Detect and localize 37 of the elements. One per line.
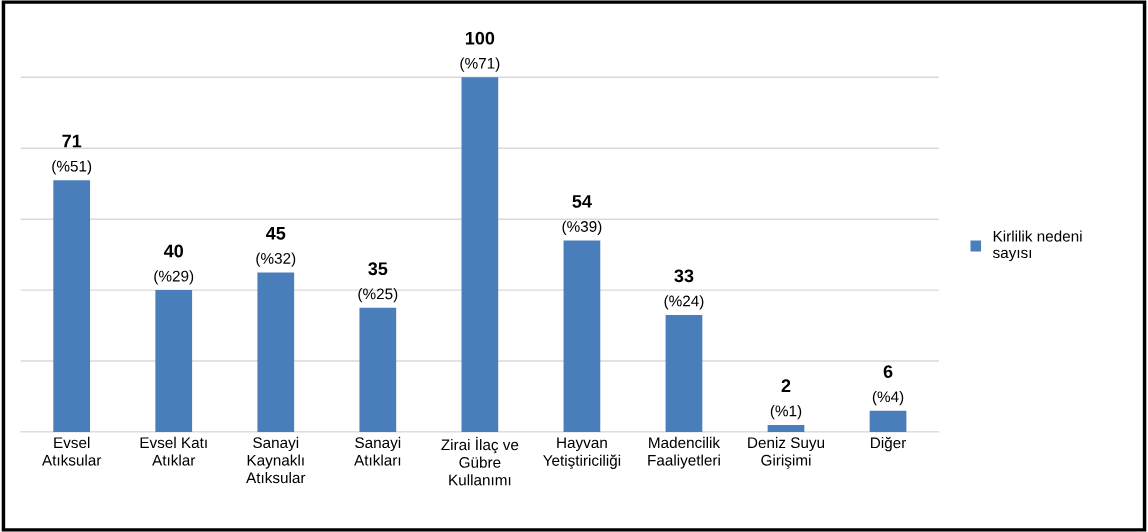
x-tick-label: Evsel Katı Atıklar — [140, 436, 207, 466]
bar — [767, 424, 805, 432]
annotation: (%1) — [770, 405, 802, 420]
data-label: 40 — [163, 244, 184, 258]
annotation: (%24) — [664, 295, 704, 310]
x-tick-label: Diğer — [871, 436, 907, 452]
bar — [665, 314, 703, 432]
x-tick-label: Evsel Atıksular — [42, 436, 102, 466]
data-label: 54 — [572, 195, 592, 208]
x-tick-label: Sanayi Atıkları — [354, 436, 401, 466]
data-label: 100 — [465, 31, 495, 45]
bar — [869, 410, 907, 432]
bar — [257, 272, 295, 432]
data-label: 45 — [266, 227, 286, 240]
annotation: (%51) — [52, 160, 92, 175]
data-label: 6 — [883, 365, 893, 378]
x-tick-label: Madencilik Faaliyetleri — [648, 436, 721, 469]
annotation: (%32) — [256, 252, 296, 267]
data-label: 2 — [781, 379, 791, 392]
data-label: 35 — [368, 262, 388, 276]
legend-label: Kirlilik nedeni sayısı — [993, 230, 1082, 262]
x-tick-label: Zirai İlaç ve Gübre Kullanımı — [441, 436, 519, 486]
bar — [53, 180, 91, 432]
bar — [563, 240, 601, 432]
data-label: 33 — [674, 269, 694, 283]
annotation: (%39) — [562, 220, 602, 235]
bar — [461, 77, 499, 432]
bar — [155, 290, 193, 432]
annotation: (%29) — [154, 270, 194, 285]
annotation: (%25) — [358, 288, 398, 303]
annotation: (%71) — [460, 57, 500, 72]
x-tick-label: Sanayi Kaynaklı Atıksular — [246, 436, 306, 484]
x-tick-label: Deniz Suyu Girişimi — [748, 436, 825, 469]
bar — [359, 307, 397, 432]
x-tick-label: Hayvan Yetiştiriciliği — [543, 437, 621, 469]
data-label: 71 — [62, 134, 82, 148]
annotation: (%4) — [872, 390, 904, 406]
